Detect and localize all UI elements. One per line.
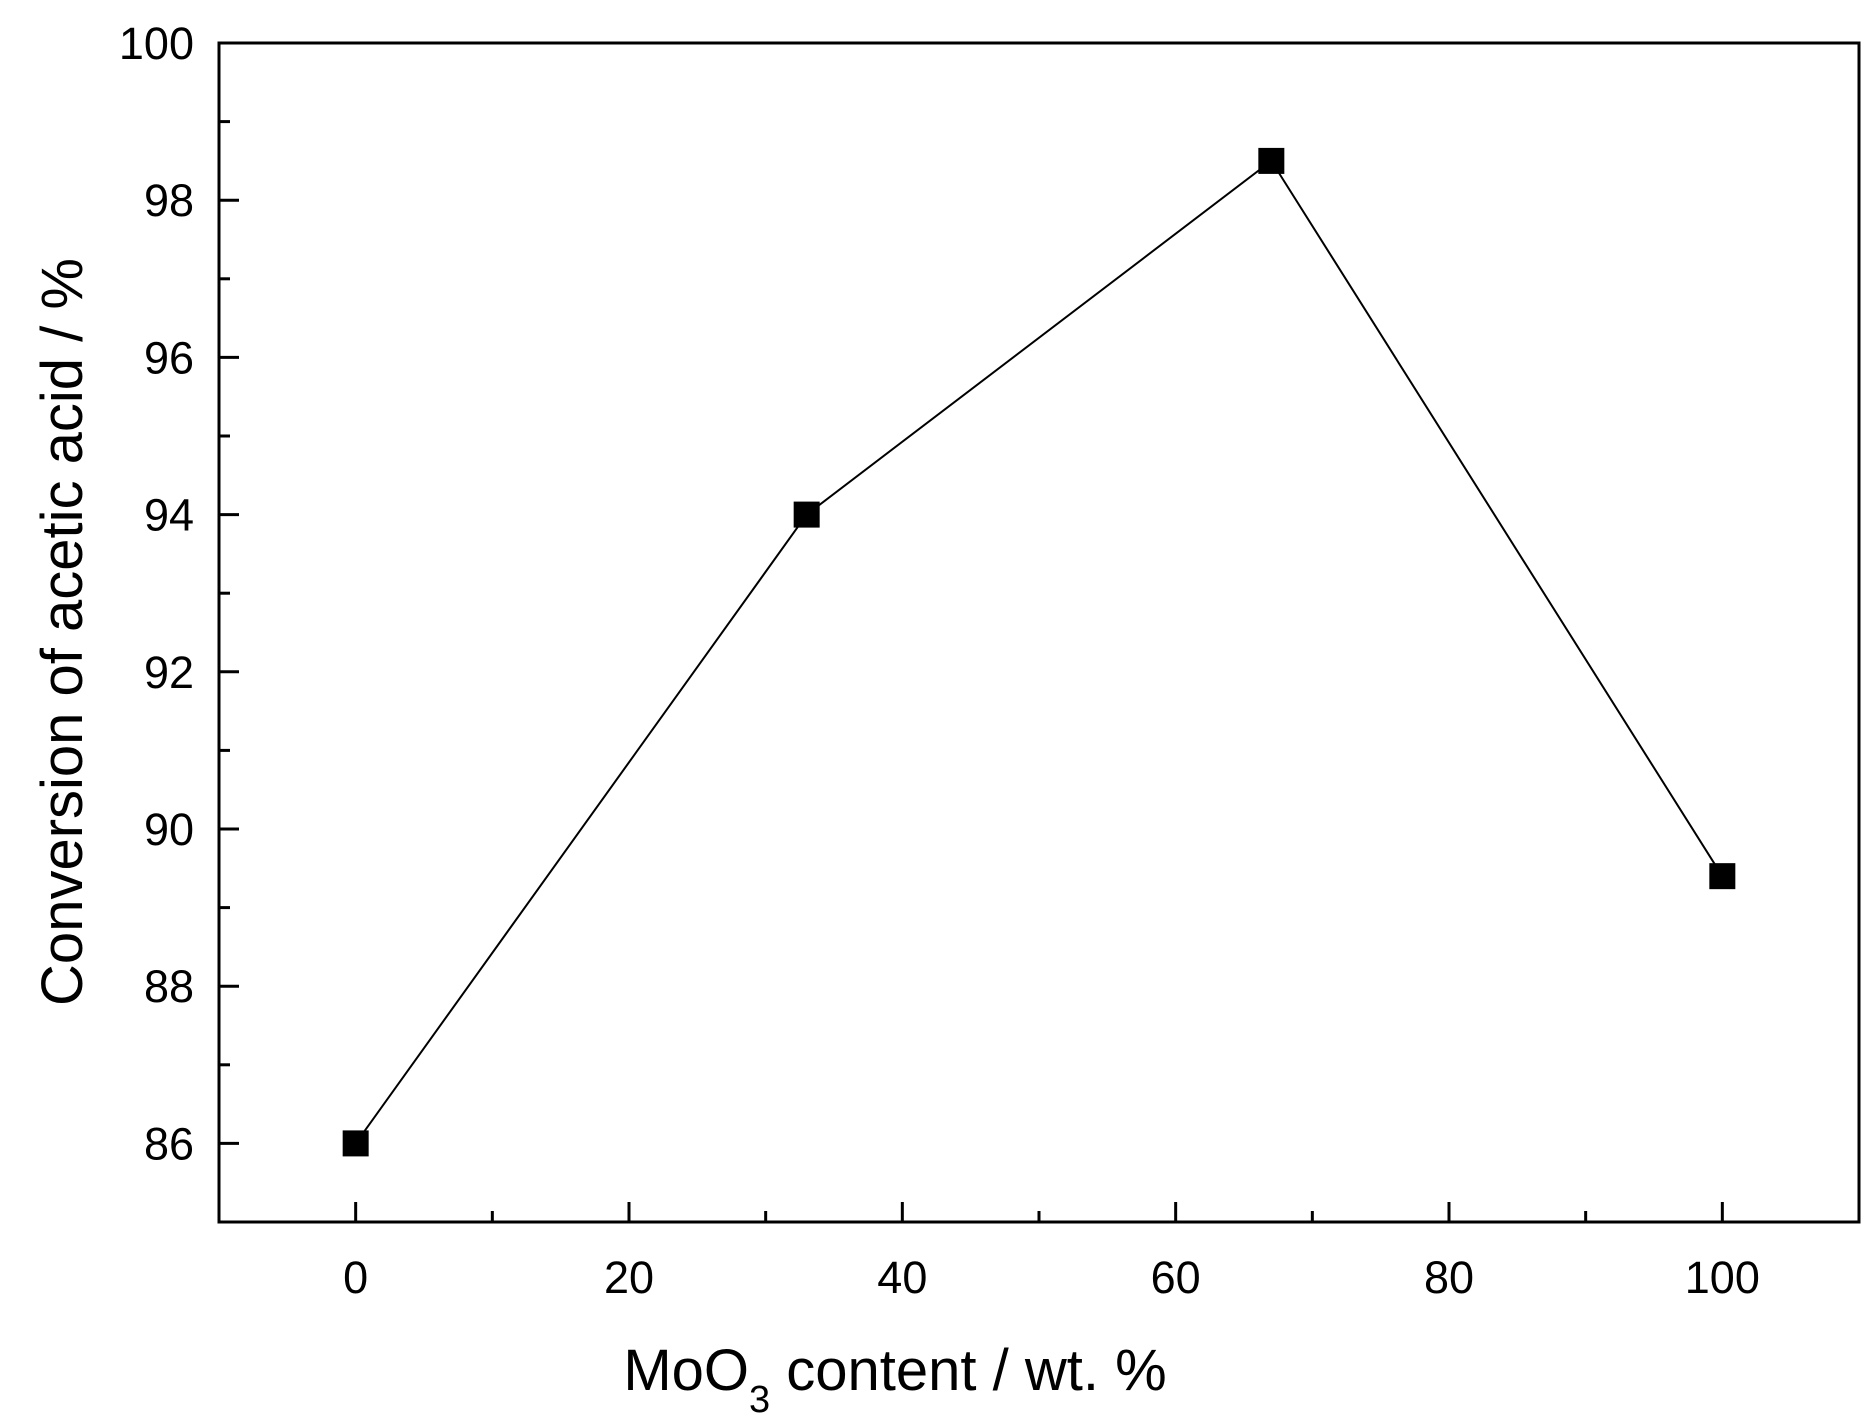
minor-ticks <box>219 120 1588 1222</box>
x-tick-label: 100 <box>1685 1252 1760 1303</box>
x-tick-label: 60 <box>1151 1252 1201 1303</box>
x-tick-label: 80 <box>1424 1252 1474 1303</box>
y-tick-labels: 86 88 90 92 94 96 98 100 <box>119 18 194 1169</box>
data-point-marker <box>793 501 820 528</box>
x-tick-label: 20 <box>604 1252 654 1303</box>
y-tick-label: 90 <box>144 804 194 855</box>
x-axis-title: MoO3 content / wt. % <box>623 1338 1166 1421</box>
plot-frame <box>217 41 1861 1224</box>
data-markers <box>342 147 1736 1157</box>
y-tick-label: 96 <box>144 332 194 383</box>
data-point-marker <box>342 1130 369 1157</box>
y-tick-label: 94 <box>144 490 194 541</box>
y-tick-label: 92 <box>144 647 194 698</box>
y-axis-title: Conversion of acetic acid / % <box>30 258 95 1006</box>
major-ticks <box>219 41 1724 1222</box>
x-axis-title-rest: content / wt. % <box>770 1338 1167 1403</box>
y-tick-label: 98 <box>144 175 194 226</box>
series-line <box>354 159 1724 1144</box>
data-point-marker <box>1709 863 1736 890</box>
x-tick-label: 40 <box>877 1252 927 1303</box>
x-tick-labels: 0 20 40 60 80 100 <box>343 1252 1760 1303</box>
data-point-marker <box>1258 147 1285 174</box>
y-tick-label: 100 <box>119 18 194 69</box>
x-tick-label: 0 <box>343 1252 368 1303</box>
x-axis-title-subscript: 3 <box>749 1379 770 1421</box>
y-tick-label: 88 <box>144 961 194 1012</box>
y-tick-label: 86 <box>144 1118 194 1169</box>
x-axis-title-main: MoO <box>623 1338 749 1403</box>
